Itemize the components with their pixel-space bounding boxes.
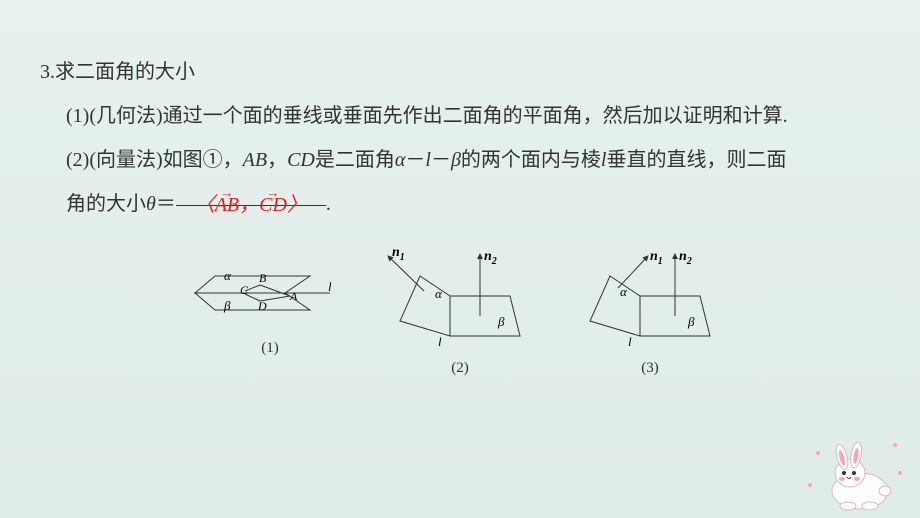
var-CD: CD bbox=[287, 149, 315, 171]
text: 角的大小 bbox=[66, 193, 146, 215]
label-beta: β bbox=[223, 298, 231, 313]
vector-CD: CD bbox=[259, 183, 287, 227]
var-theta: θ bbox=[146, 193, 156, 215]
figures-row: α β B C A D l (1) bbox=[30, 246, 890, 377]
svg-text:n2: n2 bbox=[679, 249, 692, 267]
svg-text:n1: n1 bbox=[392, 246, 405, 263]
label-alpha: α bbox=[620, 284, 628, 299]
svg-text:n1: n1 bbox=[650, 249, 663, 267]
answer-blank: 〈AB，CD〉 bbox=[176, 183, 326, 206]
figure-2: α β l n1 n2 (2) bbox=[380, 246, 540, 377]
text: － bbox=[431, 149, 451, 171]
bracket-close: 〉 bbox=[287, 194, 307, 216]
vector-AB: AB bbox=[215, 183, 239, 227]
text: － bbox=[405, 149, 425, 171]
text: 的两个面内与棱 bbox=[461, 149, 601, 171]
var-alpha: α bbox=[395, 149, 406, 171]
var-AB: AB bbox=[243, 149, 267, 171]
answer: 〈AB，CD〉 bbox=[195, 194, 307, 216]
label-B: B bbox=[259, 271, 267, 285]
figure-2-svg: α β l n1 n2 bbox=[380, 246, 540, 356]
label-alpha: α bbox=[435, 286, 443, 301]
item-2-line2: 角的大小θ＝〈AB，CD〉. bbox=[30, 182, 890, 226]
figure-3: α β l n1 n2 (3) bbox=[570, 246, 730, 377]
figure-1-label: (1) bbox=[190, 340, 350, 357]
text: ＝ bbox=[156, 193, 176, 215]
figure-1: α β B C A D l (1) bbox=[190, 246, 350, 377]
text: 垂直的直线，则二面 bbox=[606, 149, 786, 171]
text: ， bbox=[267, 149, 287, 171]
label-l: l bbox=[628, 334, 632, 349]
var-beta: β bbox=[451, 149, 461, 171]
label-beta: β bbox=[497, 314, 505, 329]
svg-text:n2: n2 bbox=[484, 249, 497, 267]
label-alpha: α bbox=[224, 268, 232, 283]
item-1: (1)(几何法)通过一个面的垂线或垂面先作出二面角的平面角，然后加以证明和计算. bbox=[30, 94, 890, 138]
figure-3-label: (3) bbox=[570, 360, 730, 377]
heading: 3.求二面角的大小 bbox=[30, 50, 890, 94]
figure-3-svg: α β l n1 n2 bbox=[570, 246, 730, 356]
label-l: l bbox=[438, 334, 442, 349]
bracket-open: 〈 bbox=[195, 194, 215, 216]
sep: ， bbox=[239, 194, 259, 216]
text: (2)(向量法)如图①， bbox=[66, 149, 243, 171]
figure-1-svg: α β B C A D l bbox=[190, 246, 350, 336]
period: . bbox=[326, 193, 331, 215]
figure-2-label: (2) bbox=[380, 360, 540, 377]
label-D: D bbox=[257, 299, 267, 313]
label-A: A bbox=[289, 289, 298, 303]
item-2-line1: (2)(向量法)如图①，AB，CD是二面角α－l－β的两个面内与棱l垂直的直线，… bbox=[30, 138, 890, 182]
label-C: C bbox=[240, 283, 249, 297]
text: 是二面角 bbox=[315, 149, 395, 171]
label-beta: β bbox=[687, 314, 695, 329]
label-l: l bbox=[328, 279, 332, 294]
rabbit-decoration bbox=[800, 423, 910, 513]
slide-content: 3.求二面角的大小 (1)(几何法)通过一个面的垂线或垂面先作出二面角的平面角，… bbox=[0, 0, 920, 377]
